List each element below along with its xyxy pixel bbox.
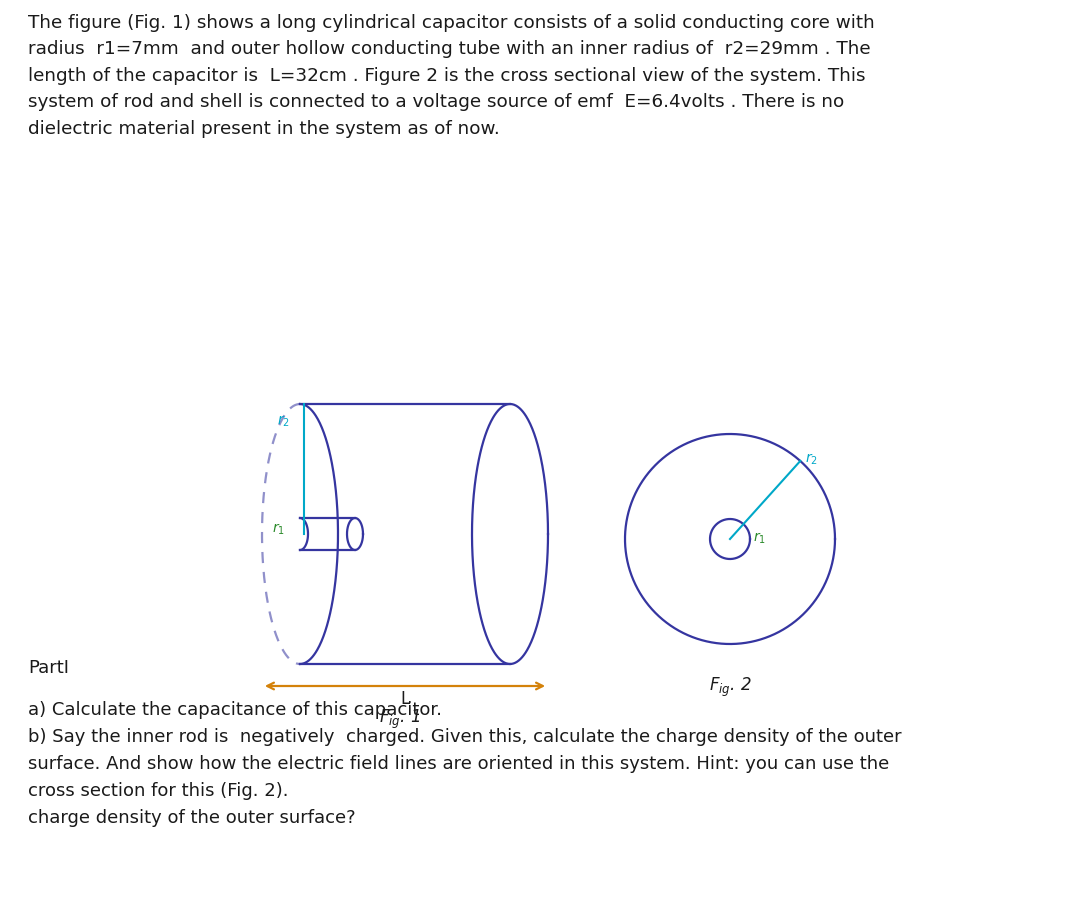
Text: $r_1$: $r_1$ bbox=[271, 521, 284, 537]
Text: L: L bbox=[401, 690, 409, 708]
Text: The figure (Fig. 1) shows a long cylindrical capacitor consists of a solid condu: The figure (Fig. 1) shows a long cylindr… bbox=[28, 14, 875, 138]
Text: a) Calculate the capacitance of this capacitor.
b) Say the inner rod is  negativ: a) Calculate the capacitance of this cap… bbox=[28, 701, 902, 827]
Text: $F_{ig}$. 2: $F_{ig}$. 2 bbox=[708, 676, 752, 699]
Text: $r_2$: $r_2$ bbox=[278, 414, 291, 430]
Text: $F_{ig}$. 1: $F_{ig}$. 1 bbox=[379, 708, 420, 731]
Text: PartI: PartI bbox=[28, 659, 69, 677]
Text: $r_1$: $r_1$ bbox=[753, 530, 766, 546]
Text: $r_2$: $r_2$ bbox=[806, 451, 819, 467]
